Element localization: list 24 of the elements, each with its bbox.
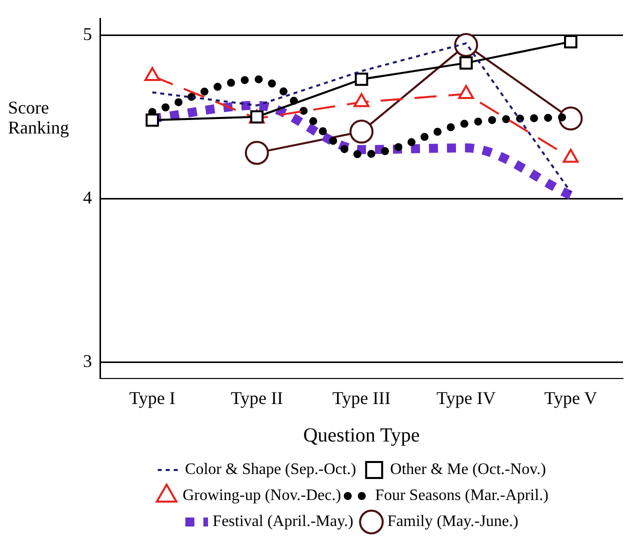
legend-label: Growing-up (Nov.-Dec.): [182, 487, 342, 504]
legend-label: Color & Shape (Sep.-Oct.): [185, 461, 356, 478]
point: [350, 120, 374, 144]
x-tick-label: Type III: [332, 388, 391, 408]
point: [564, 35, 578, 48]
point: [459, 56, 473, 70]
x-tick-label: Type V: [544, 388, 598, 408]
point: [354, 72, 368, 86]
point: [146, 113, 159, 127]
y-axis-title: Score Ranking: [8, 98, 69, 138]
legend-label: Other & Me (Oct.-Nov.): [390, 461, 546, 478]
point: [454, 32, 478, 57]
legend-label: Festival (April.-May.): [212, 513, 354, 530]
y-tick-label: 5: [83, 24, 92, 44]
legend-label: Four Seasons (Mar.-April.): [375, 487, 548, 504]
y-tick-label: 4: [83, 187, 92, 208]
legend-label: Family (May.-June.): [387, 513, 518, 530]
line-series: [151, 42, 572, 194]
point: [244, 140, 269, 165]
x-axis-title: Question Type: [303, 424, 420, 446]
x-tick-label: Type II: [230, 388, 284, 408]
y-tick-label: 3: [83, 350, 92, 371]
x-tick-label: Type I: [129, 388, 176, 408]
x-tick-label: Type IV: [436, 388, 496, 408]
